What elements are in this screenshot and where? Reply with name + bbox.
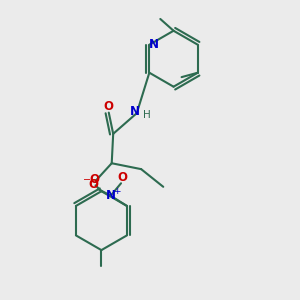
- Text: O: O: [103, 100, 113, 112]
- Text: N: N: [148, 38, 158, 51]
- Text: H: H: [143, 110, 151, 120]
- Text: −: −: [82, 175, 91, 185]
- Text: O: O: [88, 178, 98, 191]
- Text: N: N: [130, 105, 140, 118]
- Text: O: O: [90, 173, 100, 186]
- Text: N: N: [106, 189, 116, 202]
- Text: O: O: [118, 172, 128, 184]
- Text: +: +: [113, 187, 121, 196]
